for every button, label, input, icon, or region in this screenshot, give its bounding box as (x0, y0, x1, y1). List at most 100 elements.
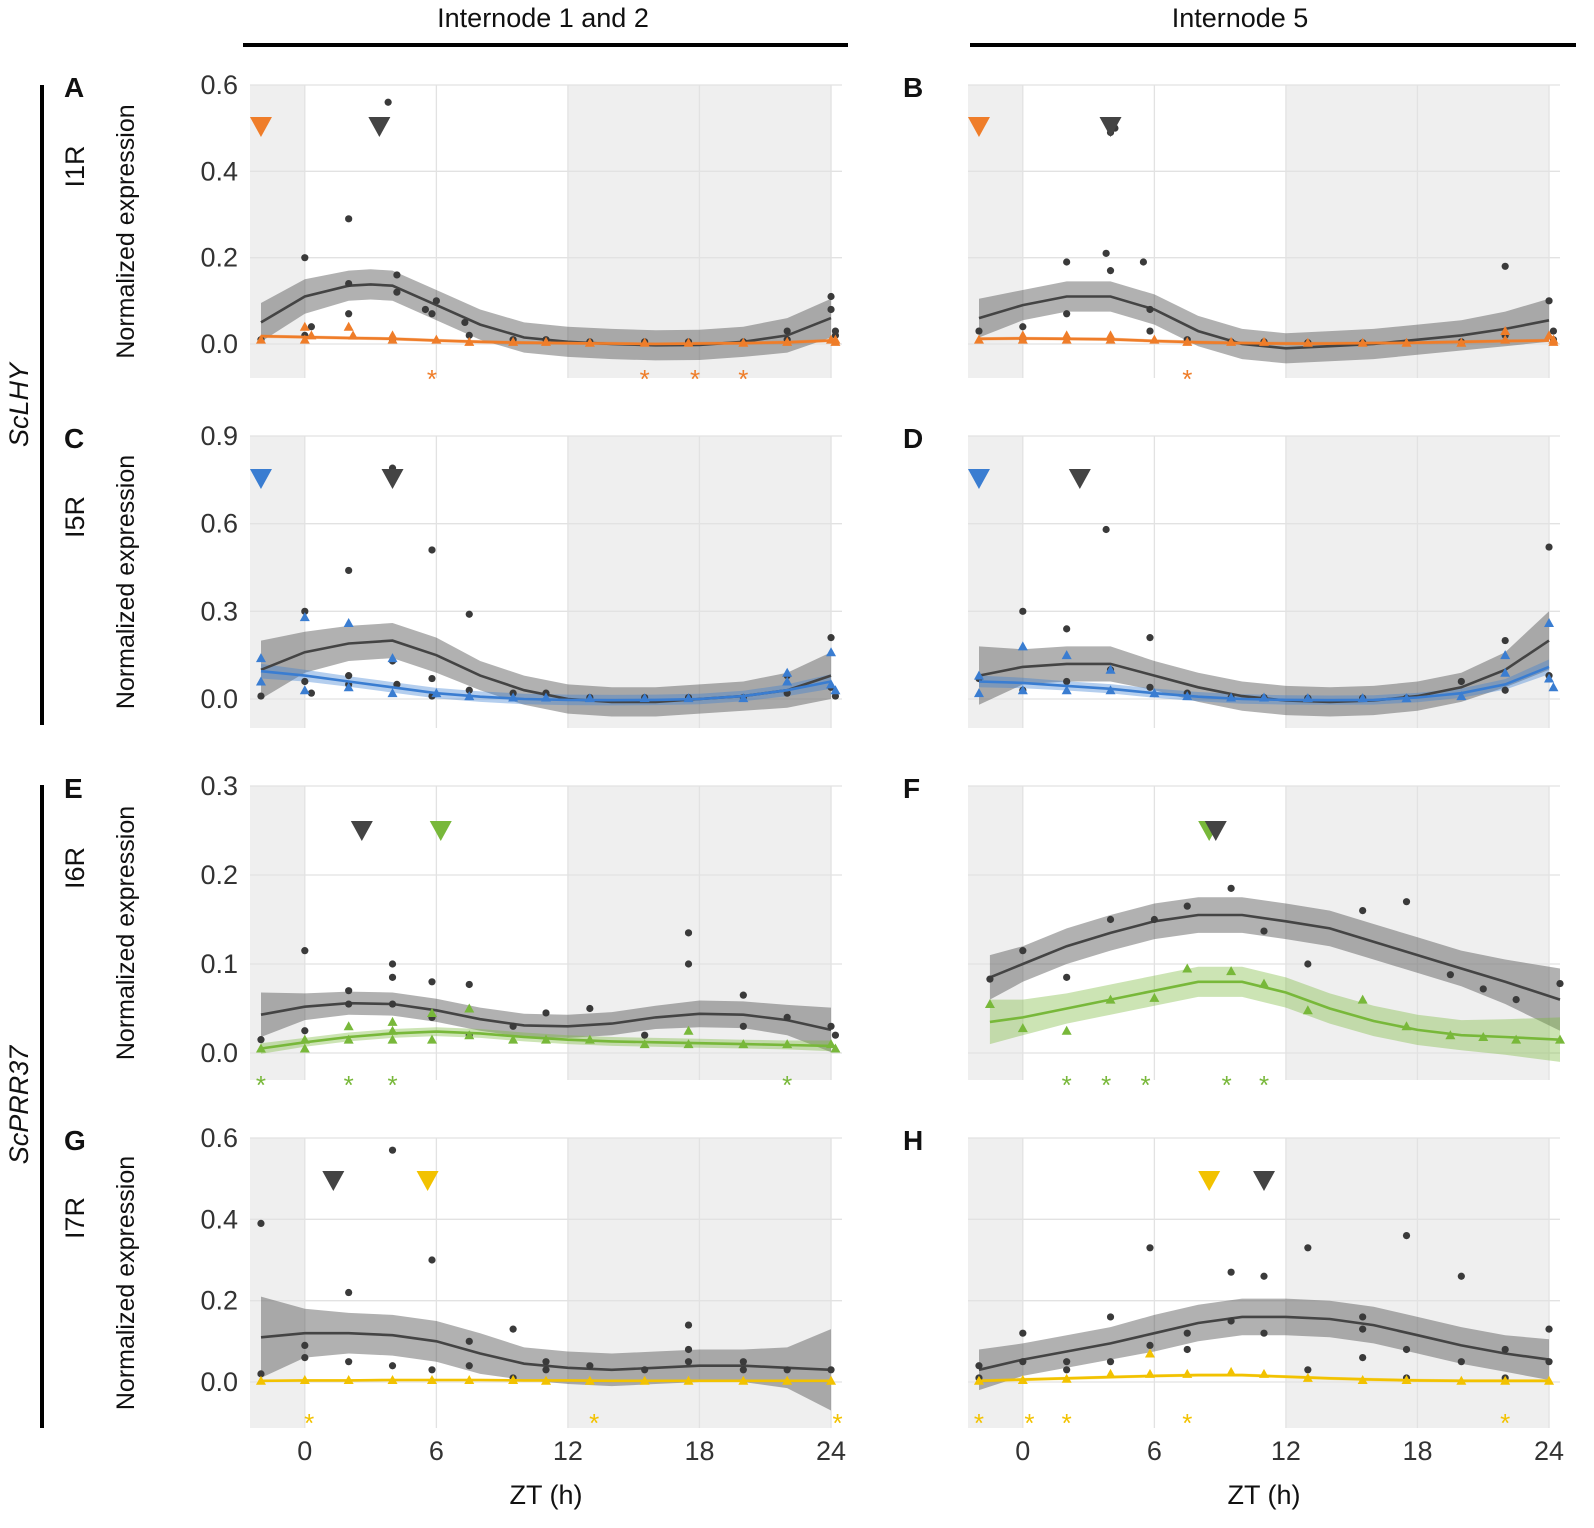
data-point (684, 1321, 693, 1329)
significance-star: * (1101, 1070, 1111, 1100)
data-point (1402, 898, 1411, 906)
y-tick-label: 0.9 (200, 421, 238, 451)
data-point (1146, 683, 1154, 691)
ci-ribbon-I6R (989, 966, 1560, 1062)
data-point (1260, 1272, 1268, 1280)
data-point (299, 321, 310, 331)
data-point (301, 607, 309, 615)
x-tick-label: 6 (429, 1436, 444, 1466)
data-point (1105, 685, 1116, 695)
data-point (1357, 693, 1368, 703)
y-tick-label: 0.6 (200, 1123, 238, 1153)
significance-star: * (256, 1070, 266, 1100)
data-point (257, 1370, 265, 1378)
data-point (641, 1366, 649, 1374)
data-point (684, 960, 693, 968)
data-point (738, 337, 749, 347)
data-point (1149, 688, 1160, 698)
y-tick-label: 0.0 (200, 1367, 238, 1397)
fit-line-black (260, 1001, 832, 1032)
data-point (1227, 884, 1235, 892)
data-point (1019, 1329, 1027, 1337)
data-point (461, 318, 469, 327)
data-point (1544, 673, 1555, 683)
data-point (345, 279, 353, 288)
data-point (783, 1013, 791, 1022)
data-point (508, 692, 519, 702)
data-point (1146, 1341, 1154, 1349)
data-point (1260, 927, 1268, 935)
x-axis-label: ZT (h) (510, 1480, 583, 1510)
data-point (1359, 1313, 1367, 1321)
data-point (1357, 337, 1368, 347)
y-tick-label: 0.4 (200, 1204, 238, 1234)
significance-star: * (738, 364, 748, 394)
data-point (1017, 1023, 1028, 1033)
fit-line-black (989, 913, 1561, 1001)
data-point (1501, 1345, 1509, 1354)
night-shading (968, 786, 1023, 1080)
x-tick-label: 0 (1015, 1436, 1030, 1466)
data-point (299, 612, 310, 622)
data-point (388, 960, 397, 968)
x-tick-label: 12 (1271, 1436, 1301, 1466)
data-point (739, 1358, 747, 1366)
data-point (1063, 1358, 1071, 1366)
probe-label: I7R (60, 1197, 90, 1239)
data-point (387, 1034, 398, 1044)
data-point (542, 1366, 550, 1374)
panel-E: 0.0 0.1 0.2 0.3 E Normalized expression I6R * * *… (60, 771, 842, 1100)
data-point (738, 693, 749, 703)
data-point (431, 688, 442, 698)
y-tick-label: 0.2 (200, 1286, 238, 1316)
x-axis-label: ZT (h) (1228, 1480, 1301, 1510)
data-point (1304, 960, 1312, 968)
ci-ribbon-I5R (979, 659, 1549, 705)
data-point (1501, 686, 1509, 694)
data-point (973, 1375, 984, 1385)
data-point (345, 987, 353, 995)
data-point (465, 1362, 473, 1370)
data-point (384, 98, 392, 106)
data-point (782, 676, 793, 686)
data-point (393, 288, 401, 296)
data-point (1063, 677, 1071, 686)
data-point (1105, 994, 1116, 1004)
data-point (1105, 1368, 1116, 1378)
panel-letter: D (903, 423, 923, 454)
data-point (1063, 258, 1071, 266)
peak-marker-black (350, 821, 373, 841)
data-point (827, 1022, 835, 1030)
column-title-internode-5: Internode 5 (1172, 3, 1309, 33)
data-point (1149, 334, 1160, 344)
y-tick-label: 0.3 (200, 596, 238, 626)
data-point (684, 929, 693, 937)
data-point (738, 1039, 749, 1049)
data-point (464, 691, 475, 701)
night-shading (250, 85, 305, 378)
data-point (299, 1374, 310, 1384)
significance-star: * (387, 1070, 397, 1100)
significance-star: * (782, 1070, 792, 1100)
data-point (1302, 337, 1313, 347)
peak-marker-black (1068, 469, 1091, 489)
data-point (345, 215, 353, 223)
data-point (1304, 1244, 1312, 1252)
y-axis-label: Normalized expression (112, 806, 140, 1060)
data-point (1544, 618, 1555, 628)
x-tick-label: 12 (553, 1436, 583, 1466)
data-point (739, 1366, 747, 1374)
data-point (1226, 966, 1237, 976)
data-point (345, 1288, 353, 1297)
data-point (584, 337, 595, 347)
data-point (428, 1366, 436, 1374)
data-point (827, 292, 835, 301)
significance-star: * (1062, 1070, 1072, 1100)
data-point (1105, 664, 1116, 674)
row-label-scprr37: ScPRR37 (4, 1045, 34, 1165)
data-point (1545, 1358, 1553, 1366)
panel-letter: G (64, 1125, 86, 1156)
data-point (1500, 326, 1511, 336)
ci-ribbon-black (979, 611, 1549, 717)
data-point (831, 692, 840, 700)
